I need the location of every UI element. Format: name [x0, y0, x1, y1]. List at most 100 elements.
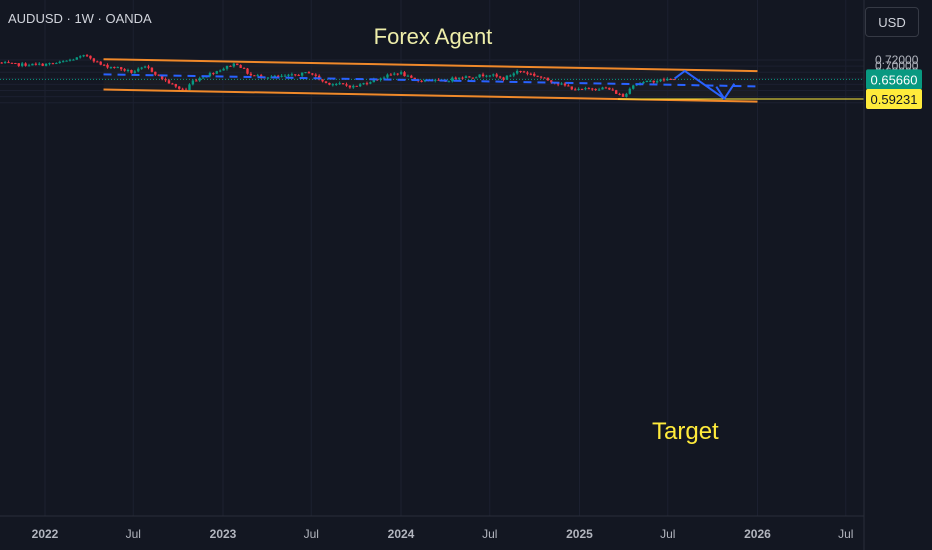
candle-up [55, 63, 58, 65]
candle-up [79, 56, 82, 58]
candle-up [645, 80, 649, 83]
candle-down [546, 77, 550, 81]
candle-down [502, 77, 505, 80]
candle-up [225, 65, 229, 69]
candle-up [601, 87, 604, 90]
candle-up [512, 73, 515, 76]
candle-up [218, 70, 222, 72]
candle-down [34, 63, 38, 65]
candle-down [669, 78, 672, 80]
candle-up [386, 74, 389, 78]
candle-down [498, 76, 502, 78]
candle-down [24, 63, 27, 66]
candle-down [662, 79, 666, 81]
candle-down [533, 73, 536, 76]
svg-text:0.65660: 0.65660 [871, 72, 918, 87]
candle-down [591, 88, 594, 90]
candle-up [232, 63, 236, 67]
candle-up [434, 79, 437, 81]
candle-up [478, 74, 481, 78]
candle-down [0, 62, 3, 64]
candle-up [287, 74, 290, 76]
candle-up [208, 73, 212, 77]
candle-down [89, 55, 92, 59]
symbol-info[interactable]: AUDUSD · 1W · OANDA [8, 11, 152, 26]
time-tick-label: 2024 [388, 527, 415, 541]
channel-mid-line[interactable] [103, 73, 758, 88]
candle-down [92, 58, 96, 62]
candle-down [10, 62, 14, 64]
candle-up [266, 77, 270, 79]
candle-up [304, 72, 307, 74]
currency-button[interactable]: USD [865, 7, 919, 37]
candle-up [143, 66, 147, 68]
candle-up [577, 88, 580, 90]
candle-down [154, 71, 157, 75]
candle-down [324, 81, 328, 83]
candle-down [539, 76, 543, 78]
candle-up [560, 83, 563, 85]
candle-down [236, 63, 239, 66]
candle-up [222, 68, 225, 71]
candle-down [454, 77, 457, 79]
candle-down [468, 76, 471, 78]
time-tick-label: 2022 [32, 527, 59, 541]
candle-up [399, 72, 403, 74]
candle-up [188, 84, 191, 91]
candle-down [413, 77, 416, 81]
candle-down [178, 86, 181, 89]
candle-down [580, 88, 584, 90]
channel-lower-line[interactable] [103, 88, 758, 103]
candle-up [283, 75, 287, 77]
candle-up [649, 80, 652, 82]
candle-up [423, 79, 427, 82]
candle-down [608, 87, 611, 90]
candle-down [181, 88, 184, 90]
candle-up [38, 63, 41, 65]
candle-down [536, 75, 539, 77]
candle-down [246, 68, 249, 74]
candle-up [372, 79, 375, 83]
candle-up [447, 81, 451, 83]
candle-up [379, 78, 382, 80]
channel-upper-line[interactable] [103, 58, 758, 73]
candle-down [396, 73, 399, 75]
candle-up [280, 75, 283, 77]
candle-down [321, 79, 324, 82]
candle-down [297, 75, 300, 77]
candle-up [191, 80, 195, 85]
candle-up [82, 55, 85, 57]
candle-up [505, 75, 509, 80]
candle-down [574, 89, 577, 91]
time-tick-label: 2023 [210, 527, 237, 541]
projection-arrow[interactable] [673, 69, 725, 100]
candle-up [369, 82, 372, 84]
candle-down [529, 73, 533, 75]
time-tick-label: 2025 [566, 527, 593, 541]
candle-down [570, 86, 573, 90]
candle-down [51, 63, 55, 65]
candle-down [652, 80, 655, 83]
projection-arrowhead [715, 83, 736, 100]
candle-up [72, 59, 75, 61]
time-tick-label: Jul [482, 527, 497, 541]
candle-down [522, 71, 526, 73]
chart-title: Forex Agent [374, 24, 493, 49]
time-axis[interactable]: 2022 Jul 2023 Jul 2024 Jul 2025 Jul 2026 Jul [32, 527, 854, 541]
candle-down [365, 83, 369, 85]
candle-down [437, 79, 440, 81]
candle-up [632, 85, 635, 89]
candle-down [307, 72, 311, 74]
candle-up [485, 75, 488, 77]
candle-down [519, 70, 522, 72]
candle-up [331, 84, 335, 86]
candle-up [61, 61, 65, 63]
candle-down [355, 85, 358, 87]
candle-down [594, 89, 597, 91]
candle-down [239, 65, 242, 68]
candle-up [338, 83, 341, 85]
candle-down [345, 84, 348, 86]
candle-down [614, 90, 618, 94]
candle-down [410, 75, 413, 78]
